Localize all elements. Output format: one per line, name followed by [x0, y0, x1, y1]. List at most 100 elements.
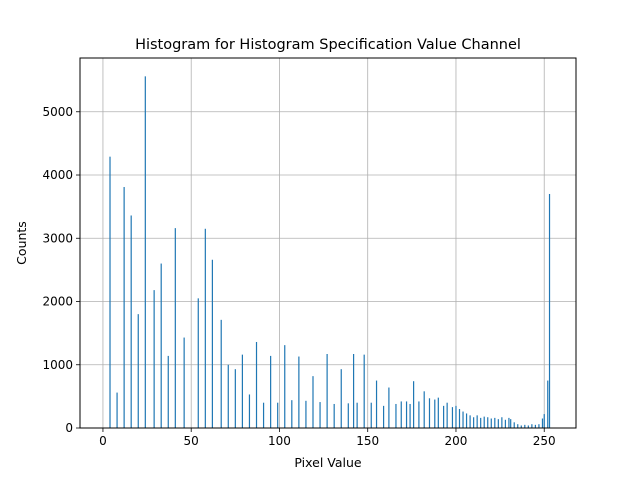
histogram-bar	[305, 400, 307, 428]
x-axis: 0 50 100 150 200 250	[99, 428, 556, 448]
histogram-bar	[480, 417, 482, 428]
histogram-bar	[413, 381, 415, 428]
histogram-bar	[363, 354, 365, 428]
histogram-bar	[183, 337, 185, 428]
y-axis: 0 1000 2000 3000 4000 5000	[42, 105, 80, 435]
histogram-bar	[277, 402, 279, 428]
histogram-bar	[451, 407, 454, 428]
histogram-bar	[312, 376, 314, 428]
histogram-bar	[531, 424, 533, 428]
histogram-bar	[370, 402, 372, 428]
histogram-bar	[197, 298, 199, 428]
histogram-bar	[167, 355, 169, 428]
histogram-bar	[434, 399, 436, 428]
chart-title: Histogram for Histogram Specification Va…	[135, 37, 521, 53]
histogram-bar	[508, 417, 510, 428]
histogram-bar	[517, 424, 519, 428]
histogram-bar	[227, 364, 229, 428]
histogram-bar	[262, 402, 265, 428]
histogram-bar	[255, 341, 258, 428]
histogram-bar	[144, 76, 146, 428]
histogram-bar	[375, 380, 378, 428]
histogram-bar	[487, 417, 489, 428]
histogram-bar	[458, 409, 461, 428]
histogram-bar	[137, 314, 139, 428]
histogram-bar	[437, 397, 439, 428]
histogram-bar	[123, 187, 125, 428]
histogram-bar	[109, 156, 111, 428]
histogram-bar	[241, 354, 243, 428]
histogram-bar	[234, 369, 236, 428]
histogram-bar	[465, 413, 468, 428]
histogram-bar	[423, 391, 425, 428]
histogram-bar	[333, 403, 335, 428]
histogram-bar	[538, 424, 540, 428]
histogram-bar	[510, 419, 512, 428]
histogram-bar	[160, 263, 162, 428]
y-tick-label: 2000	[42, 295, 73, 309]
histogram-bar	[527, 425, 529, 428]
x-tick-label: 250	[533, 434, 556, 448]
x-axis-label: Pixel Value	[294, 455, 362, 470]
histogram-bar	[211, 259, 213, 428]
histogram-bar	[174, 228, 176, 428]
histogram-bar	[473, 417, 475, 428]
histogram-bar	[400, 401, 402, 428]
histogram-bar	[153, 290, 155, 428]
histogram-bar	[298, 356, 300, 428]
histogram-bar	[501, 417, 503, 428]
plot-frame	[79, 57, 577, 429]
histogram-bar	[497, 419, 499, 428]
histogram-bar	[490, 418, 492, 428]
y-tick-label: 5000	[42, 105, 73, 119]
grid-lines	[80, 58, 576, 429]
x-tick-label: 100	[268, 434, 291, 448]
histogram-bar	[395, 403, 397, 428]
histogram-bar	[548, 193, 551, 428]
x-tick-label: 0	[99, 434, 107, 448]
histogram-bar	[248, 394, 251, 428]
histogram-bar	[504, 419, 506, 428]
histogram-bar	[520, 425, 522, 428]
histogram-bar	[356, 402, 358, 428]
histogram-bar	[494, 417, 496, 428]
histogram-bar	[347, 403, 349, 428]
histogram-bar	[340, 369, 342, 428]
histogram-bar	[204, 228, 206, 428]
histogram-bar	[462, 411, 464, 428]
histogram-bar	[455, 405, 457, 428]
histogram-bar	[220, 319, 222, 428]
y-tick-label: 1000	[42, 358, 73, 372]
histogram-bar	[319, 402, 321, 428]
histogram-bar	[513, 422, 515, 428]
histogram-bar	[352, 354, 355, 428]
histogram-bar	[541, 418, 544, 428]
histogram-bar	[116, 392, 118, 428]
y-tick-label: 0	[65, 421, 73, 435]
histogram-bar	[428, 398, 431, 428]
histogram-bar	[469, 415, 471, 428]
histogram-bar	[383, 405, 385, 428]
x-tick-label: 150	[356, 434, 379, 448]
histogram-bar	[418, 401, 420, 428]
histogram-bar	[388, 387, 390, 428]
histogram-bar	[446, 402, 448, 428]
histogram-bar	[476, 415, 478, 428]
bars	[109, 76, 551, 428]
histogram-bar	[483, 416, 485, 428]
y-tick-label: 4000	[42, 168, 73, 182]
histogram-bar	[326, 354, 328, 428]
x-tick-label: 50	[184, 434, 199, 448]
histogram-bar	[291, 400, 293, 428]
histogram-bar	[284, 345, 286, 428]
x-tick-label: 200	[445, 434, 468, 448]
histogram-bar	[270, 355, 272, 428]
histogram-bar	[130, 215, 132, 428]
histogram-bar	[547, 380, 549, 428]
histogram-bar	[409, 403, 411, 428]
histogram-bar	[534, 424, 537, 428]
histogram-bar	[524, 424, 526, 428]
histogram-bar	[405, 401, 408, 428]
